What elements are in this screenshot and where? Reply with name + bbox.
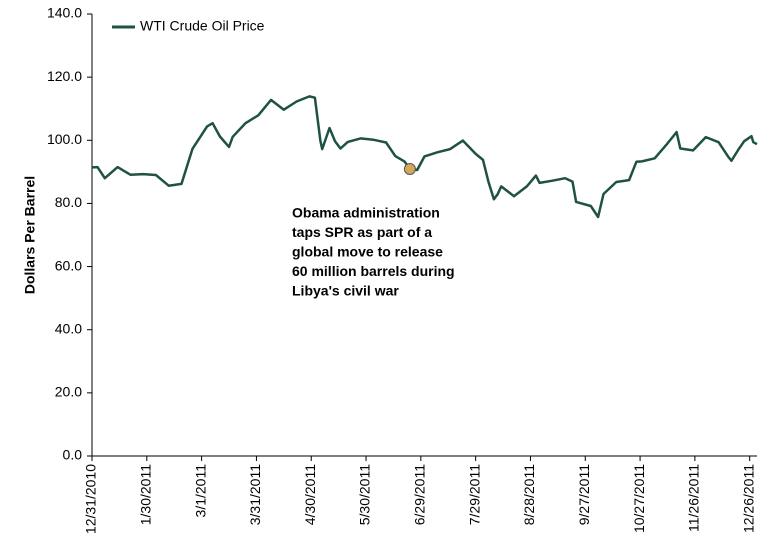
x-tick-label: 6/29/2011: [412, 464, 428, 525]
annotation-text: global move to release: [292, 244, 443, 260]
y-tick-label: 120.0: [47, 68, 82, 84]
y-axis-label: Dollars Per Barrel: [22, 176, 38, 294]
legend-label: WTI Crude Oil Price: [140, 18, 265, 34]
x-tick-label: 4/30/2011: [302, 464, 318, 525]
x-tick-label: 10/27/2011: [631, 464, 647, 533]
annotation-text: taps SPR as part of a: [292, 224, 432, 240]
y-tick-label: 80.0: [55, 194, 82, 210]
x-tick-label: 7/29/2011: [466, 464, 482, 525]
annotation-text: Obama administration: [292, 205, 440, 221]
y-tick-label: 40.0: [55, 320, 82, 336]
x-tick-label: 11/26/2011: [686, 464, 702, 532]
x-tick-label: 8/28/2011: [521, 464, 537, 525]
x-tick-label: 3/31/2011: [247, 464, 263, 525]
x-tick-label: 9/27/2011: [576, 464, 592, 525]
price-line: [91, 95, 758, 219]
annotation-text: Libya's civil war: [292, 283, 399, 299]
annotation-marker: [403, 163, 416, 176]
annotation-text: 60 million barrels during: [292, 263, 455, 279]
x-tick-label: 12/26/2011: [740, 464, 756, 533]
x-tick-label: 3/1/2011: [192, 464, 208, 518]
x-tick-label: 1/30/2011: [138, 464, 154, 525]
y-tick-label: 100.0: [47, 131, 82, 147]
y-tick-label: 60.0: [55, 257, 82, 273]
y-tick-label: 140.0: [47, 5, 82, 21]
x-tick-label: 5/30/2011: [357, 464, 373, 525]
x-tick-label: 12/31/2010: [83, 464, 99, 534]
y-tick-label: 20.0: [55, 384, 82, 400]
y-tick-label: 0.0: [63, 447, 83, 463]
